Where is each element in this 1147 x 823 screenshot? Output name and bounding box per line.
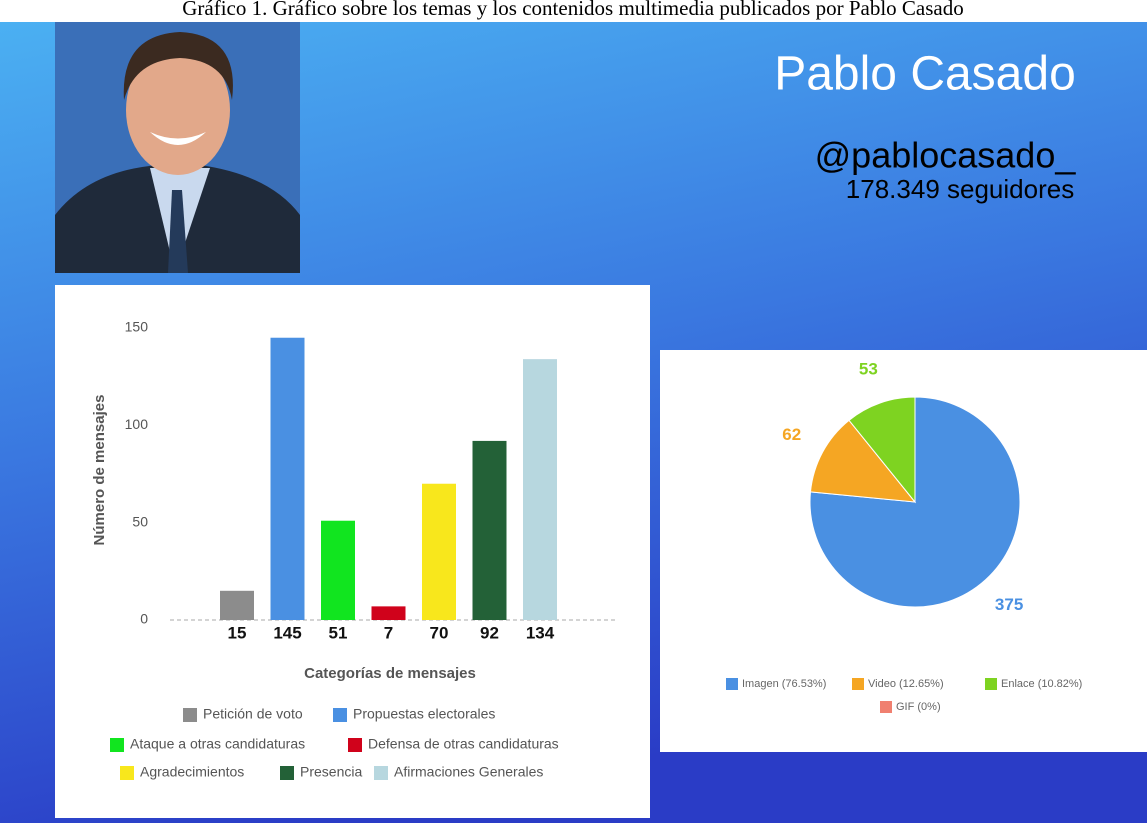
slice-label: 375 <box>995 595 1023 614</box>
legend-label: Agradecimientos <box>140 764 244 780</box>
slide: Gráfico 1. Gráfico sobre los temas y los… <box>0 0 1147 823</box>
bar <box>523 359 557 620</box>
bar <box>422 484 456 620</box>
legend-swatch <box>120 766 134 780</box>
value-label: 145 <box>273 623 301 642</box>
value-label: 92 <box>480 623 499 642</box>
legend-label: GIF (0%) <box>896 701 941 713</box>
y-tick-label: 100 <box>125 416 149 432</box>
slice-label: 53 <box>859 359 878 378</box>
slice-label: 62 <box>782 425 801 444</box>
y-tick-label: 0 <box>140 611 148 627</box>
value-label: 70 <box>430 623 449 642</box>
legend-swatch <box>348 738 362 752</box>
legend-swatch <box>852 678 864 690</box>
photo <box>55 22 300 273</box>
value-label: 51 <box>329 623 348 642</box>
legend-swatch <box>333 708 347 722</box>
legend-label: Propuestas electorales <box>353 706 495 722</box>
handle: @pablocasado_ <box>815 135 1077 176</box>
legend-swatch <box>183 708 197 722</box>
name: Pablo Casado <box>774 48 1076 101</box>
legend-swatch <box>110 738 124 752</box>
legend-swatch <box>880 701 892 713</box>
x-axis-title: Categorías de mensajes <box>304 665 476 682</box>
value-label: 7 <box>384 623 393 642</box>
legend-label: Defensa de otras candidaturas <box>368 736 559 752</box>
legend-swatch <box>374 766 388 780</box>
y-tick-label: 50 <box>132 513 148 529</box>
legend-label: Afirmaciones Generales <box>394 764 543 780</box>
legend-label: Imagen (76.53%) <box>742 678 826 690</box>
legend-label: Presencia <box>300 764 362 780</box>
bar <box>220 591 254 620</box>
y-tick-label: 150 <box>125 319 149 335</box>
bar <box>271 338 305 620</box>
legend-label: Ataque a otras candidaturas <box>130 736 305 752</box>
legend-swatch <box>985 678 997 690</box>
followers: 178.349 seguidores <box>846 174 1074 204</box>
y-axis-title: Número de mensajes <box>91 395 108 546</box>
caption: Gráfico 1. Gráfico sobre los temas y los… <box>182 0 964 20</box>
bar <box>372 606 406 620</box>
value-label: 15 <box>228 623 247 642</box>
legend-swatch <box>726 678 738 690</box>
legend-label: Enlace (10.82%) <box>1001 678 1082 690</box>
value-label: 134 <box>526 623 555 642</box>
bar <box>321 521 355 620</box>
legend-swatch <box>280 766 294 780</box>
legend-label: Video (12.65%) <box>868 678 944 690</box>
bar <box>473 441 507 620</box>
legend-label: Petición de voto <box>203 706 303 722</box>
